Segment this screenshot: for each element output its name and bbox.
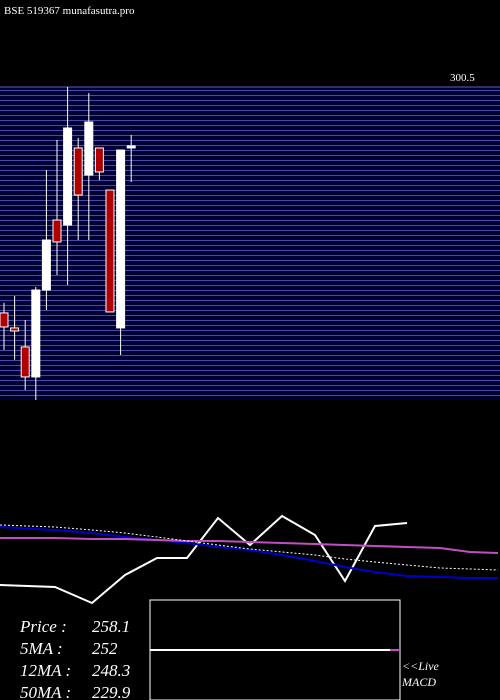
price-panel — [0, 87, 500, 400]
indicator-line — [0, 537, 499, 554]
stat-label: 5MA : — [20, 639, 63, 658]
stat-value: 252 — [92, 639, 118, 658]
y-tick-label: 300.5 — [450, 72, 475, 84]
candle-body — [73, 147, 83, 196]
stat-label: Price : — [19, 617, 67, 636]
candle-body — [41, 239, 51, 291]
stat-value: 258.1 — [92, 617, 130, 636]
macd-label: <<Live — [402, 659, 440, 673]
stat-value: 229.9 — [92, 683, 131, 700]
indicator-line — [0, 526, 498, 579]
candle-body — [52, 219, 62, 243]
candle-body — [10, 327, 20, 332]
header-title: BSE 519367 munafasutra.pro — [4, 5, 135, 17]
indicator-line — [0, 524, 499, 571]
candle-body — [116, 149, 126, 329]
candle-body — [105, 189, 115, 313]
candle-body — [126, 145, 136, 149]
candle-body — [31, 289, 41, 378]
stat-label: 12MA : — [20, 661, 71, 680]
candle-body — [84, 121, 94, 176]
candle-body — [63, 127, 73, 226]
candle-body — [0, 312, 9, 328]
stat-label: 50MA : — [20, 683, 71, 700]
stat-value: 248.3 — [92, 661, 130, 680]
candle-body — [20, 346, 30, 378]
indicator-line — [0, 514, 408, 605]
candle-body — [94, 147, 104, 173]
macd-label: MACD — [401, 675, 436, 689]
